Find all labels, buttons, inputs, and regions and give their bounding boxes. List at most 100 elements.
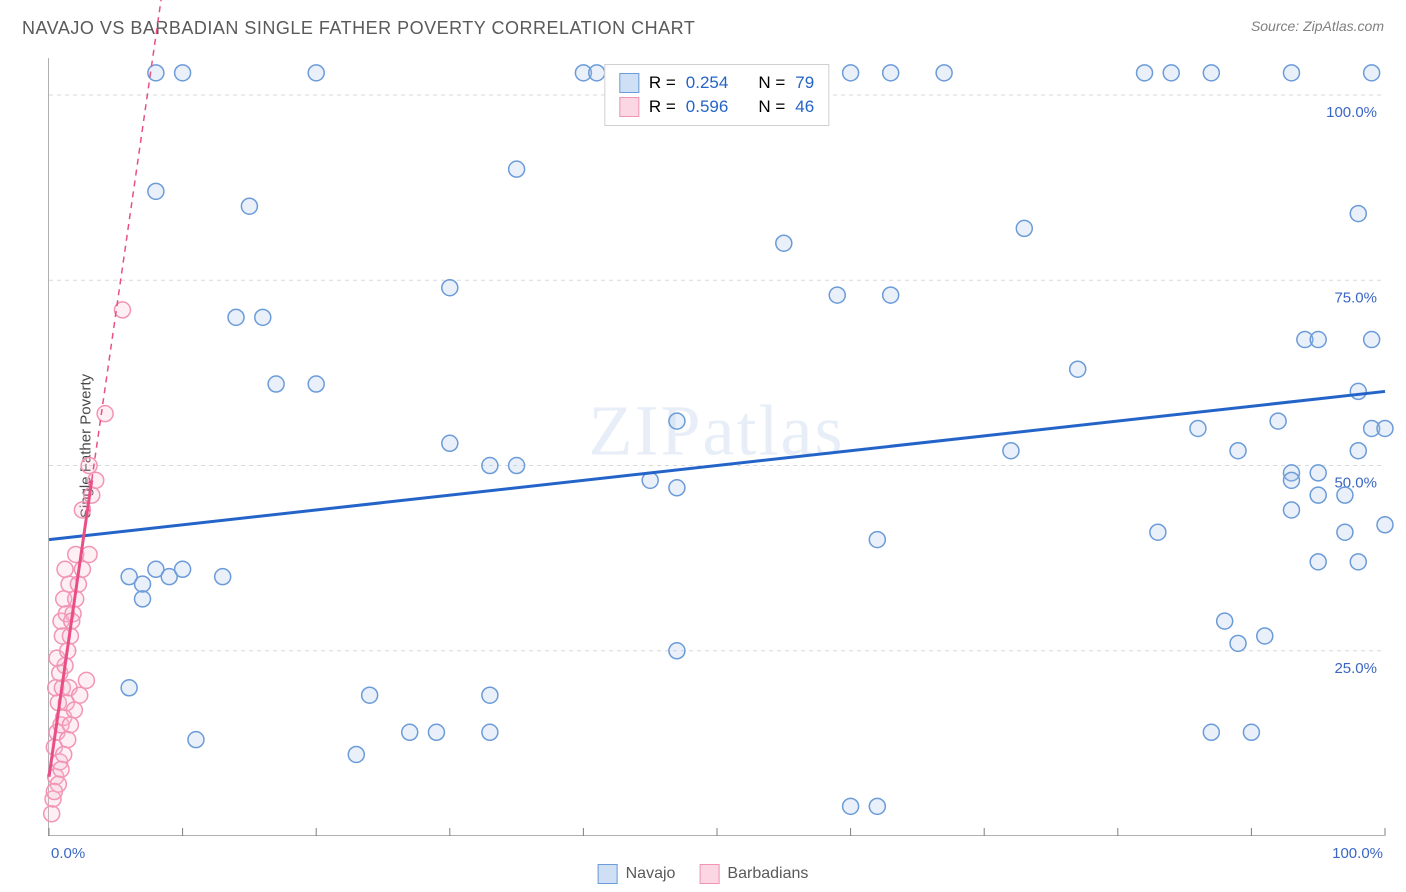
scatter-point [56,746,72,762]
n-label: N = [758,73,785,93]
scatter-point [81,546,97,562]
r-label: R = [649,97,676,117]
scatter-point [348,746,364,762]
x-axis-label: 0.0% [51,845,85,862]
scatter-point [1337,487,1353,503]
correlation-legend: R = 0.254 N = 79 R = 0.596 N = 46 [604,64,829,126]
chart-header: NAVAJO VS BARBADIAN SINGLE FATHER POVERT… [0,0,1406,47]
n-value: 46 [795,97,814,117]
scatter-point [175,561,191,577]
r-value: 0.596 [686,97,729,117]
scatter-point [482,687,498,703]
scatter-point [442,280,458,296]
legend-label: Barbadians [727,865,808,883]
chart-title: NAVAJO VS BARBADIAN SINGLE FATHER POVERT… [22,18,695,39]
scatter-point [883,65,899,81]
scatter-point [869,532,885,548]
scatter-point [509,458,525,474]
scatter-point [482,458,498,474]
scatter-point [509,161,525,177]
scatter-point [1150,524,1166,540]
scatter-point [589,65,605,81]
scatter-point [442,435,458,451]
legend-row-barbadians: R = 0.596 N = 46 [619,95,814,119]
scatter-point [482,724,498,740]
scatter-point [1377,517,1393,533]
scatter-point [1016,220,1032,236]
scatter-point [46,784,62,800]
scatter-point [669,413,685,429]
scatter-plot-svg: 25.0%50.0%75.0%100.0%0.0%100.0% [49,58,1385,836]
y-grid-label: 75.0% [1334,289,1377,306]
series-legend: Navajo Barbadians [598,864,809,884]
scatter-point [268,376,284,392]
swatch-icon [619,97,639,117]
scatter-point [228,309,244,325]
scatter-point [402,724,418,740]
scatter-point [308,376,324,392]
scatter-point [669,643,685,659]
scatter-point [175,65,191,81]
scatter-point [1243,724,1259,740]
scatter-point [1270,413,1286,429]
y-grid-label: 25.0% [1334,660,1377,677]
n-label: N = [758,97,785,117]
scatter-point [362,687,378,703]
scatter-point [428,724,444,740]
legend-item-barbadians: Barbadians [699,864,808,884]
scatter-point [66,702,82,718]
scatter-point [883,287,899,303]
scatter-point [1137,65,1153,81]
n-value: 79 [795,73,814,93]
scatter-point [1377,420,1393,436]
scatter-point [869,798,885,814]
scatter-point [829,287,845,303]
scatter-point [1283,472,1299,488]
scatter-point [215,569,231,585]
scatter-point [60,732,76,748]
chart-plot-area: ZIPatlas 25.0%50.0%75.0%100.0%0.0%100.0%… [48,58,1384,836]
legend-item-navajo: Navajo [598,864,676,884]
scatter-point [1257,628,1273,644]
scatter-point [44,806,60,822]
swatch-icon [598,864,618,884]
scatter-point [72,687,88,703]
scatter-point [776,235,792,251]
scatter-point [936,65,952,81]
scatter-point [1350,443,1366,459]
scatter-point [843,798,859,814]
scatter-point [1364,65,1380,81]
scatter-point [1310,465,1326,481]
scatter-point [78,672,94,688]
scatter-point [1230,635,1246,651]
scatter-point [1350,206,1366,222]
swatch-icon [699,864,719,884]
scatter-point [308,65,324,81]
scatter-point [135,591,151,607]
scatter-point [1163,65,1179,81]
scatter-point [121,680,137,696]
scatter-point [62,717,78,733]
scatter-point [843,65,859,81]
scatter-point [1203,724,1219,740]
scatter-point [53,761,69,777]
r-label: R = [649,73,676,93]
y-grid-label: 100.0% [1326,104,1377,121]
scatter-point [1203,65,1219,81]
swatch-icon [619,73,639,93]
scatter-point [1283,65,1299,81]
scatter-point [97,406,113,422]
x-axis-label: 100.0% [1332,845,1383,862]
r-value: 0.254 [686,73,729,93]
scatter-point [1310,554,1326,570]
legend-row-navajo: R = 0.254 N = 79 [619,71,814,95]
scatter-point [1337,524,1353,540]
scatter-point [1364,332,1380,348]
scatter-point [57,561,73,577]
source-attribution: Source: ZipAtlas.com [1251,18,1384,34]
scatter-point [241,198,257,214]
scatter-point [1283,502,1299,518]
scatter-point [1003,443,1019,459]
scatter-point [188,732,204,748]
legend-label: Navajo [626,865,676,883]
